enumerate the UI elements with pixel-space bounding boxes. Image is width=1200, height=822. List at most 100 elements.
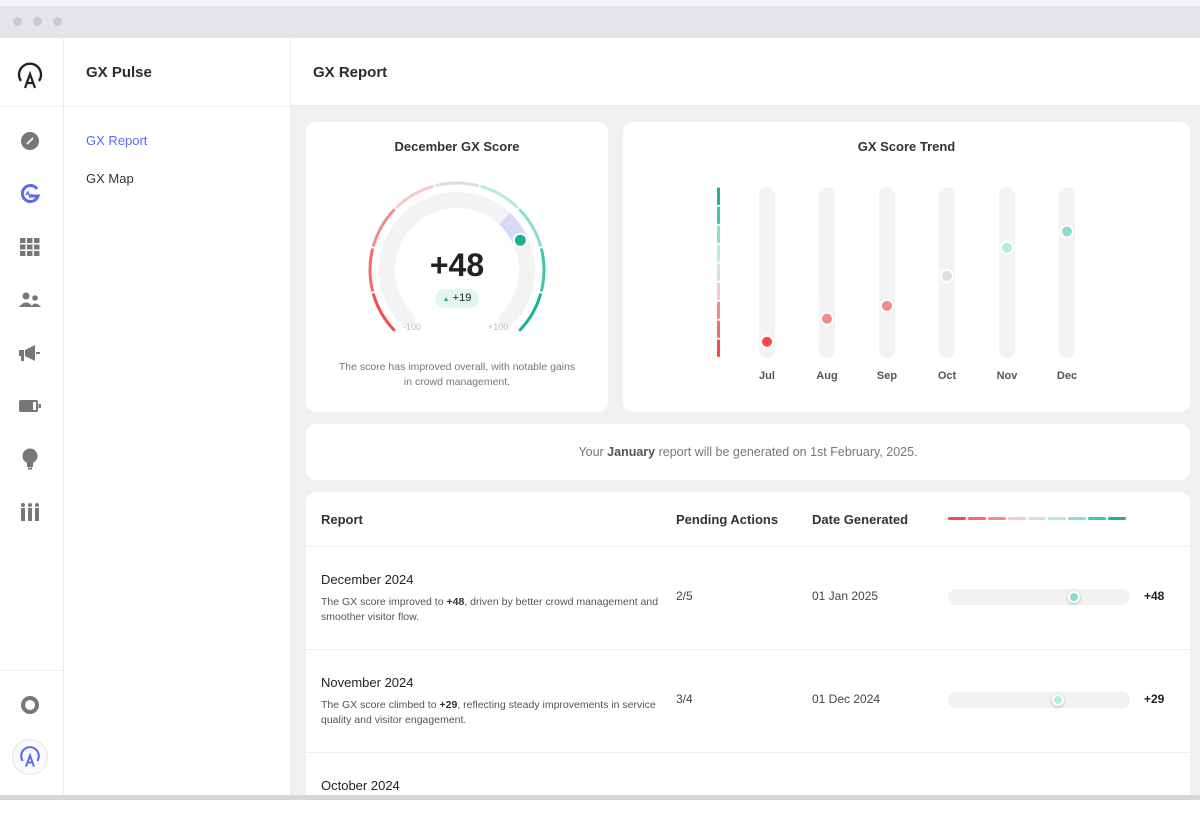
legend-segment [1068,517,1086,520]
gauge-scale-segment [395,185,434,209]
trend-point-oct [940,268,954,283]
gauge-title: December GX Score [394,139,520,154]
x-tick-label: Nov [997,370,1019,382]
x-tick-label: Aug [816,370,837,382]
app-logo-icon[interactable] [14,60,46,92]
trend-scale-segment [717,206,720,224]
trend-track [879,187,895,358]
legend-segment [1048,517,1066,520]
score-bar [948,589,1130,605]
icon-rail [0,38,64,800]
x-tick-label: Jul [759,370,775,382]
trend-track [999,187,1015,358]
column-header-date: Date Generated [812,512,909,527]
gauge-scale-segment [518,293,542,332]
banner-text-suffix: report will be generated on 1st February… [655,445,918,459]
gauge-scale-segment [368,248,374,292]
users-icon[interactable] [18,288,42,312]
trend-point-jul [760,334,774,349]
trend-scale-segment [717,244,720,262]
row-score: +29 [1144,692,1165,706]
pending-actions: 2/5 [676,589,693,603]
x-tick-label: Oct [938,370,957,382]
megaphone-icon[interactable] [18,341,42,365]
subnav-item-gx-report[interactable]: GX Report [86,133,148,148]
gauge-card: December GX Score +48 ▲ +19 -100 +100 Th… [306,122,608,412]
grid-icon[interactable] [18,235,42,259]
window-chrome [0,0,1200,38]
compass-icon[interactable] [18,129,42,153]
legend-segment [1008,517,1026,520]
trend-point-dec [1060,224,1074,239]
trend-chart: Jul Aug Sep Oct Nov Dec [717,187,1077,382]
gauge-min-label: -100 [403,322,422,332]
gauge-scale-segment [372,293,396,332]
pending-actions: 3/4 [676,692,693,706]
window-minimize-dot[interactable] [33,17,42,26]
gauge-track [379,192,535,328]
subnav-item-gx-map[interactable]: GX Map [86,171,134,186]
score-change: +19 [452,292,472,304]
score-change-badge: ▲ +19 [435,289,479,308]
score-scale-legend [948,517,1126,520]
trend-scale-segment [717,263,720,281]
gx-pulse-icon[interactable] [18,182,42,206]
gauge-score: +48 [429,247,485,283]
crowd-icon[interactable] [18,500,42,524]
table-row[interactable]: November 2024 The GX score climbed to +2… [306,649,1190,752]
score-bar [948,692,1130,708]
report-description: The GX score climbed to +29, reflecting … [321,699,656,726]
trend-scale-segment [717,339,720,357]
gauge-scale-segment [518,208,542,247]
sub-navigation: GX Pulse GX Report GX Map [64,38,291,800]
window-maximize-dot[interactable] [53,17,62,26]
trend-scale-segment [717,282,720,300]
page-header: GX Report [291,38,1200,106]
legend-segment [1108,517,1126,520]
gauge-scale-segment [372,208,396,247]
gauge-scale-segment [480,185,519,209]
lightbulb-icon[interactable] [18,447,42,471]
reports-table: Report Pending Actions Date Generated De… [306,492,1190,822]
trend-track [819,187,835,358]
trend-scale-segment [717,187,720,205]
score-gauge [368,181,546,332]
legend-segment [968,517,986,520]
trend-point-sep [880,298,894,313]
legend-segment [1088,517,1106,520]
date-generated: 01 Dec 2024 [812,692,881,706]
trend-track [759,187,775,358]
report-name[interactable]: October 2024 [321,778,400,793]
gauge-scale-segment [435,181,479,187]
legend-segment [1028,517,1046,520]
table-row[interactable]: October 2024 [306,752,1190,822]
trend-scale-segment [717,225,720,243]
score-marker [1051,694,1064,706]
column-header-pending: Pending Actions [676,512,779,527]
page-title: GX Report [313,64,388,81]
help-lifebuoy-icon[interactable] [18,693,42,717]
gauge-description: The score has improved overall, with not… [338,361,576,388]
window-close-dot[interactable] [13,17,22,26]
next-report-banner: Your January report will be generated on… [306,424,1190,480]
legend-segment [988,517,1006,520]
main-content: GX Report December GX Score +48 ▲ +19 -1… [291,38,1200,822]
section-title: GX Pulse [86,64,152,81]
report-name[interactable]: December 2024 [321,572,414,587]
x-tick-label: Sep [877,370,897,382]
gauge-max-label: +100 [488,322,509,332]
gauge-scale-segment [540,248,546,292]
up-triangle-icon: ▲ [442,296,450,303]
table-row[interactable]: December 2024 The GX score improved to +… [306,546,1190,649]
battery-icon[interactable] [18,394,42,418]
trend-point-aug [820,311,834,326]
row-score: +48 [1144,589,1165,603]
trend-title: GX Score Trend [857,139,956,154]
report-description: The GX score improved to +48, driven by … [321,596,659,623]
trend-scale-segment [717,320,720,338]
trend-card: GX Score Trend Jul Aug Sep Oct Nov Dec [623,122,1190,412]
column-header-report: Report [321,512,363,527]
profile-avatar-icon[interactable] [12,739,48,775]
report-name[interactable]: November 2024 [321,675,414,690]
banner-text-prefix: Your [578,445,608,459]
